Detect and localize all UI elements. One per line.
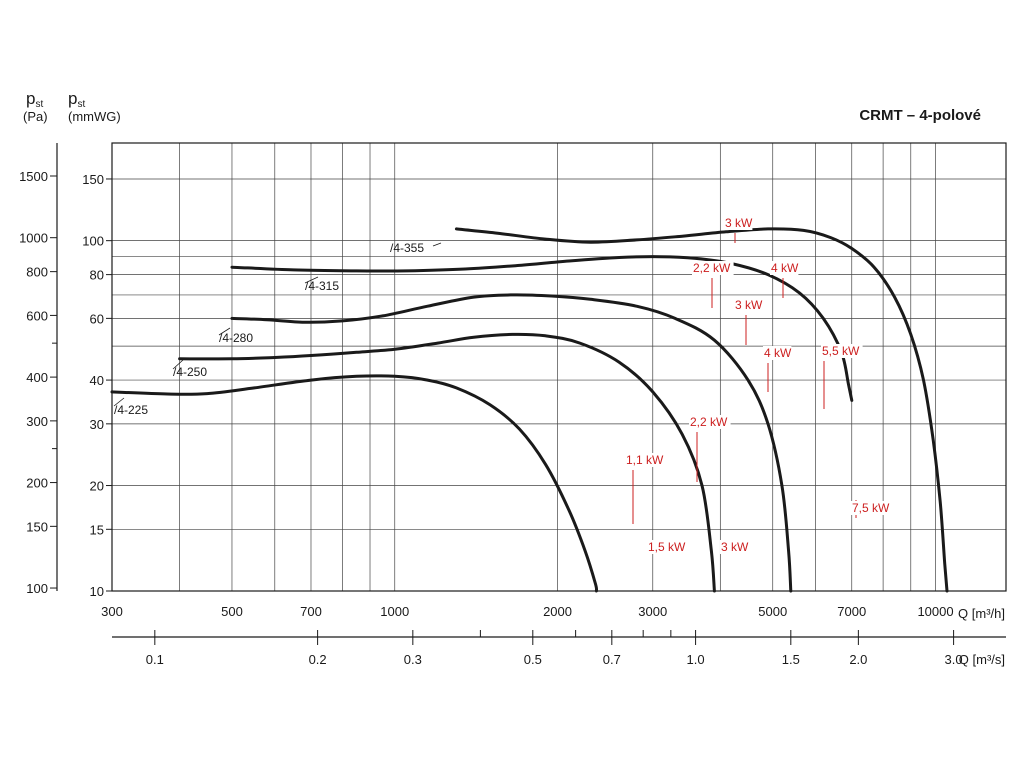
motor-power-label: 2,2 kW [693,261,731,275]
m3h-tick-label: 5000 [758,604,787,619]
curve-4-315 [230,255,854,402]
mmwg-tick-label: 40 [90,373,104,388]
pa-tick-label: 150 [26,519,48,534]
motor-power-label-bg [724,216,753,230]
m3h-tick-label: 2000 [543,604,572,619]
curve-label-leader [304,276,319,284]
motor-power-label-bg [689,415,731,429]
curve-label: /4-250 [173,365,207,379]
motor-power-label-bg [763,346,792,360]
motor-power-label-bg [720,540,749,554]
m3s-tick-label: 0.7 [603,652,621,667]
motor-power-label: 2,2 kW [690,415,728,429]
fan-curves [110,227,949,593]
pa-tick-label: 100 [26,581,48,596]
pa-tick-label: 200 [26,476,48,491]
curve-label-leader [432,242,442,247]
m3s-tick-label: 0.5 [524,652,542,667]
m3s-tick-label: 2.0 [849,652,867,667]
motor-power-label: 1,1 kW [626,453,664,467]
mmwg-tick-label: 100 [82,234,104,249]
motor-power-label-bg [770,261,799,275]
motor-power-label-bg [692,261,734,275]
mmwg-tick-label: 80 [90,268,104,283]
pa-axis-unit: (Pa) [23,109,48,124]
motor-power-label-bg [851,501,893,515]
motor-power-label: 4 kW [764,346,792,360]
grid [112,143,1006,591]
motor-power-label: 7,5 kW [852,501,890,515]
curve-4-280 [230,293,793,593]
x-axis-m3s-label: Q [m³/s] [959,652,1005,667]
curve-label: /4-280 [219,331,253,345]
m3h-axis-ticks: 300 500 700 1000 2000 3000 5000 7000 10000 [101,604,953,619]
x-axis-m3h-label: Q [m³/h] [958,606,1005,621]
motor-power-labels: 3 kW 2,2 kW 4 kW 3 kW 4 kW 5,5 kW 2,2 kW 1,1 kW… [625,216,893,554]
curve-label-leader [172,359,184,370]
pa-tick-label: 600 [26,308,48,323]
motor-power-label: 3 kW [721,540,749,554]
curve-label: /4-315 [305,279,339,293]
m3s-axis-ticks: 0.1 0.2 0.3 0.5 0.7 1.0 1.5 2.0 3.0 [146,630,963,667]
mmwg-tick-label: 20 [90,479,104,494]
m3s-tick-label: 1.0 [687,652,705,667]
curve-4-355 [454,227,949,593]
curve-label-leader [218,327,231,336]
mmwg-tick-label: 15 [90,522,104,537]
m3s-tick-label: 3.0 [945,652,963,667]
m3h-tick-label: 300 [101,604,123,619]
m3h-tick-label: 700 [300,604,322,619]
mmwg-axis-ticks: 150 100 80 60 40 30 20 15 10 [82,172,112,599]
pa-tick-label: 300 [26,414,48,429]
pa-axis-ticks: 1500 1000 800 600 400 300 200 150 100 [19,169,57,596]
m3s-tick-label: 0.3 [404,652,422,667]
pa-tick-label: 800 [26,265,48,280]
m3h-tick-label: 7000 [837,604,866,619]
motor-power-label-bg [647,540,689,554]
pa-tick-label: 1000 [19,231,48,246]
curve-labels: /4-355/4-315/4-280/4-250/4-225 [113,241,442,417]
pa-tick-label: 400 [26,370,48,385]
m3s-tick-label: 0.2 [309,652,327,667]
m3s-tick-label: 1.5 [782,652,800,667]
motor-power-label: 4 kW [771,261,799,275]
chart-title: CRMT – 4-polové [859,107,981,124]
curve-label: /4-225 [114,403,148,417]
curve-4-250 [178,332,716,593]
m3s-tick-label: 0.1 [146,652,164,667]
motor-power-label: 1,5 kW [648,540,686,554]
mmwg-tick-label: 60 [90,311,104,326]
curve-4-225 [110,374,599,593]
pa-tick-label: 1500 [19,169,48,184]
mmwg-tick-label: 10 [90,584,104,599]
motor-power-label: 5,5 kW [822,344,860,358]
mmwg-axis-symbol: pst [68,89,85,110]
curve-label: /4-355 [390,241,424,255]
motor-power-label-bg [734,298,763,312]
curve-label-leader [113,397,125,407]
mmwg-tick-label: 150 [82,172,104,187]
motor-power-label: 3 kW [725,216,753,230]
mmwg-tick-label: 30 [90,417,104,432]
m3h-tick-label: 3000 [638,604,667,619]
motor-power-label-bg [625,453,667,467]
motor-power-label: 3 kW [735,298,763,312]
plot-frame [111,142,1007,592]
pa-axis-symbol: pst [26,89,43,110]
motor-power-label-bg [821,344,863,358]
m3h-tick-label: 1000 [380,604,409,619]
m3h-tick-label: 500 [221,604,243,619]
mmwg-axis-unit: (mmWG) [68,109,121,124]
m3h-tick-label: 10000 [917,604,953,619]
